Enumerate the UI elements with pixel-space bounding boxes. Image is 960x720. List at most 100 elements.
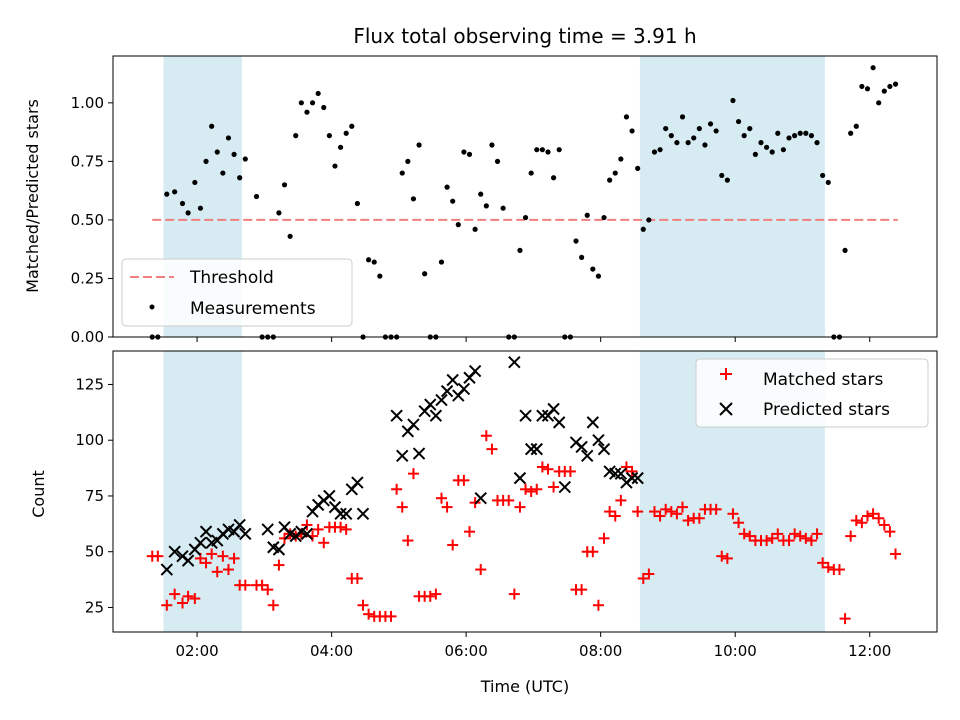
measurement-point (354, 200, 360, 207)
measurement-point (719, 172, 725, 179)
matched-star-marker (447, 539, 459, 551)
measurement-point (483, 203, 489, 209)
measurement-point (466, 151, 473, 157)
measurement-point (640, 226, 646, 232)
matched-legend-swatch (720, 368, 732, 380)
measurement-point (808, 133, 815, 139)
matched-star-marker (811, 528, 823, 540)
predicted-star-marker (160, 563, 174, 576)
predicted-legend-label: Predicted stars (763, 400, 890, 420)
matched-star-marker (152, 550, 164, 562)
measurement-point (450, 198, 456, 204)
matched-star-marker (727, 508, 739, 520)
measurement-point (758, 140, 764, 146)
measurement-point (853, 123, 859, 129)
measurement-point (253, 193, 260, 200)
measurement-point (444, 184, 450, 190)
predicted-star-marker (261, 523, 274, 536)
top-legend: Threshold Measurements (121, 258, 353, 327)
matched-star-marker (402, 535, 414, 547)
bottom-y-axis-label: Count (29, 470, 48, 518)
measurement-point (309, 100, 316, 106)
predicted-legend-swatch (719, 402, 733, 416)
measurement-point (674, 140, 680, 146)
measurement-point (691, 135, 697, 141)
matched-star-marker (542, 463, 554, 475)
predicted-star-marker (446, 373, 459, 387)
predicted-star-marker (586, 416, 600, 429)
matched-star-marker (620, 461, 632, 473)
matched-star-marker (648, 506, 660, 518)
measurement-point (489, 142, 495, 148)
measurement-point (763, 144, 770, 150)
measurement-point (584, 212, 590, 218)
measurement-point (820, 172, 826, 179)
predicted-star-marker (168, 545, 181, 558)
predicted-star-marker (474, 491, 487, 505)
matched-star-marker (671, 508, 683, 520)
matched-star-marker (845, 530, 857, 542)
figure-title: Flux total observing time = 3.91 h (353, 24, 696, 48)
measurement-point (646, 217, 652, 223)
matched-star-marker (318, 537, 330, 549)
measurement-point (747, 125, 753, 132)
predicted-star-marker (272, 543, 286, 556)
measurement-point (735, 118, 742, 125)
predicted-star-marker (339, 507, 353, 521)
measurement-point (786, 135, 792, 141)
measurement-point (528, 170, 534, 176)
matched-star-marker (548, 481, 560, 493)
top-x-ticks (196, 337, 871, 342)
measurement-point (685, 140, 691, 146)
measurement-point (724, 177, 730, 183)
matched-star-marker (189, 593, 201, 605)
matched-star-marker (385, 610, 397, 622)
measurement-point (881, 88, 887, 94)
measurement-point (595, 273, 602, 279)
matched-star-marker (351, 572, 363, 584)
top-shaded-spans (163, 56, 825, 337)
predicted-star-marker (536, 409, 549, 422)
matched-star-marker (217, 550, 229, 562)
matched-star-marker (228, 552, 240, 564)
measurement-point (848, 130, 854, 136)
predicted-star-marker (396, 449, 409, 463)
bottom-x-ticks: 02:00 04:00 06:00 08:00 10:00 12:00 (175, 632, 891, 660)
measurement-point (741, 133, 747, 139)
measurement-point (377, 273, 383, 279)
top-y-tick-label: 1.00 (71, 94, 104, 112)
measurement-point (321, 104, 327, 111)
matched-star-marker (396, 501, 408, 513)
measurement-point (707, 121, 714, 127)
measurement-point (197, 205, 204, 211)
predicted-star-marker (513, 471, 527, 485)
x-axis-label: Time (UTC) (480, 677, 569, 696)
measurement-point (192, 179, 198, 186)
matched-star-marker (357, 599, 369, 611)
matched-star-marker (643, 568, 655, 580)
predicted-star-marker (625, 471, 639, 485)
matched-star-marker (239, 579, 251, 591)
measurement-point (422, 271, 428, 277)
measurement-point (842, 247, 848, 253)
predicted-star-marker (581, 449, 594, 463)
measurement-point (814, 140, 820, 146)
matched-star-marker (200, 557, 212, 569)
matched-star-marker (391, 483, 403, 495)
measurement-point (231, 151, 237, 157)
matched-star-marker (682, 514, 694, 526)
top-y-tick-label: 0.75 (71, 152, 104, 170)
x-tick-label: 04:00 (310, 642, 353, 660)
measurement-point (887, 83, 893, 90)
measurement-point (209, 123, 215, 129)
bottom-legend: Matched stars Predicted stars (695, 358, 929, 428)
measurement-point (792, 133, 798, 139)
matched-star-marker (660, 503, 672, 515)
measurement-point (225, 135, 232, 141)
predicted-star-marker (233, 518, 246, 532)
predicted-star-marker (524, 442, 538, 456)
predicted-star-marker (429, 409, 443, 422)
measurement-point (876, 100, 882, 106)
measurement-point (343, 130, 349, 136)
count-panel: 25 50 75 100 125 02:00 04:00 06:00 08:00 10:00 12… (29, 350, 938, 696)
